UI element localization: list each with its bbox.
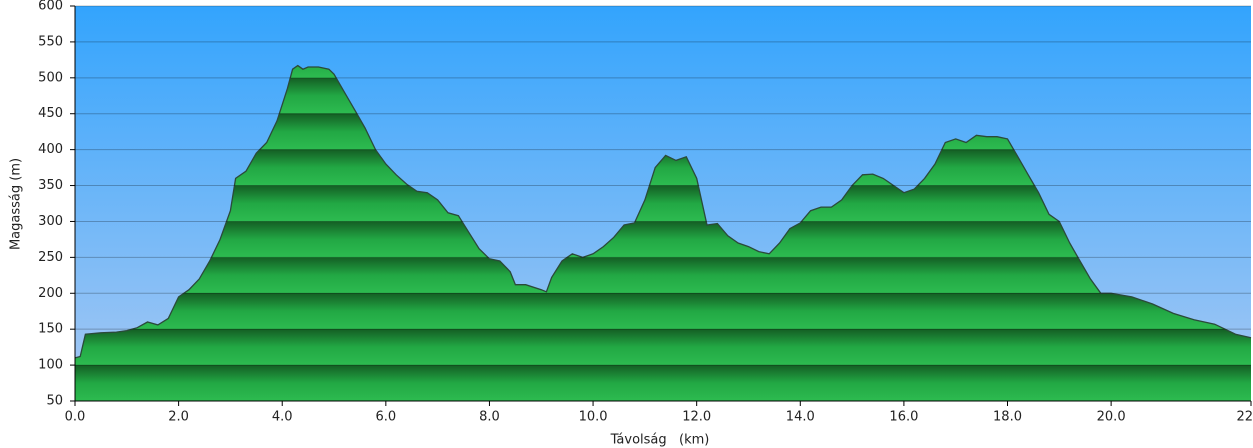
y-tick-label: 300 [38,214,63,229]
x-tick-label: 18.0 [993,410,1022,425]
y-tick-label: 150 [38,322,63,337]
y-tick-label: 450 [38,106,63,121]
y-tick-label: 100 [38,358,63,373]
x-tick-label: 20.0 [1097,410,1126,425]
x-tick-label: 6.0 [375,410,396,425]
elevation-line [74,64,1252,359]
x-tick-label: 0.0 [65,410,86,425]
area-fill [75,65,1251,401]
x-tick-label: 10.0 [579,410,608,425]
x-tick-label: 12.0 [682,410,711,425]
y-tick-label: 250 [38,250,63,265]
y-tick-label: 200 [38,286,63,301]
y-tick-label: 400 [38,142,63,157]
y-tick-label: 500 [38,70,63,85]
x-tick-label: 4.0 [272,410,293,425]
x-tick-label: 14.0 [786,410,815,425]
y-tick-label: 50 [46,394,63,409]
x-tick-label: 2.0 [168,410,189,425]
x-tick-label: 22.7 [1237,410,1253,425]
y-tick-label: 550 [38,34,63,49]
x-tick-label: 16.0 [889,410,918,425]
x-axis-title: Távolság (km) [610,433,710,448]
y-tick-label: 600 [38,0,63,14]
y-tick-label: 350 [38,178,63,193]
x-tick-label: 8.0 [479,410,500,425]
y-axis-title: Magasság (m) [9,158,24,250]
